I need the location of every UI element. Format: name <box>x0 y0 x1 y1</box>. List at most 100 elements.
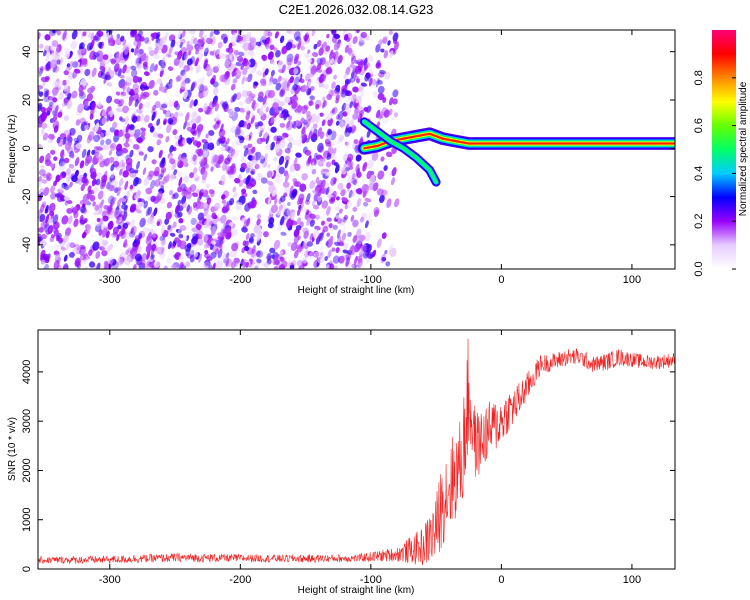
noise-blob <box>84 100 89 109</box>
spectrogram-y-tick-label: 20 <box>21 94 33 106</box>
noise-blob <box>343 33 349 41</box>
noise-blob <box>71 153 75 159</box>
noise-blob <box>330 89 338 97</box>
noise-blob <box>113 209 121 217</box>
noise-blob <box>81 231 87 239</box>
spectrogram-signal-layer <box>357 117 675 187</box>
noise-blob <box>245 134 250 141</box>
noise-blob <box>156 78 163 85</box>
noise-blob <box>137 30 143 38</box>
noise-blob <box>56 175 61 183</box>
noise-blob <box>122 82 127 92</box>
noise-blob <box>295 30 302 38</box>
noise-blob <box>138 77 143 84</box>
noise-blob <box>38 89 41 95</box>
noise-blob <box>118 98 125 107</box>
noise-blob <box>142 91 150 98</box>
noise-blob <box>90 39 95 49</box>
noise-blob <box>295 36 302 42</box>
noise-blob <box>119 197 127 203</box>
noise-blob <box>344 89 350 97</box>
noise-blob <box>324 84 330 90</box>
noise-blob <box>178 134 183 145</box>
snr-x-axis-title: Height of straight line (km) <box>298 585 415 596</box>
noise-blob <box>308 213 316 219</box>
noise-blob <box>311 199 316 207</box>
noise-blob <box>209 144 215 150</box>
noise-blob <box>169 232 176 237</box>
noise-blob <box>286 218 292 228</box>
noise-blob <box>220 123 224 133</box>
noise-blob <box>126 76 133 83</box>
noise-blob <box>142 63 148 70</box>
noise-blob <box>360 92 364 97</box>
noise-blob <box>296 105 303 113</box>
noise-blob <box>255 123 259 130</box>
noise-blob <box>357 258 363 268</box>
noise-blob <box>183 162 189 168</box>
noise-blob <box>163 89 168 94</box>
noise-blob <box>62 262 69 269</box>
noise-blob <box>203 202 208 209</box>
noise-blob <box>277 106 283 111</box>
noise-blob <box>245 175 251 186</box>
noise-blob <box>363 231 371 242</box>
noise-blob <box>40 203 45 213</box>
noise-blob <box>192 167 198 174</box>
noise-blob <box>228 148 236 158</box>
noise-blob <box>123 142 130 148</box>
noise-blob <box>140 84 144 90</box>
noise-blob <box>360 82 368 87</box>
noise-blob <box>319 246 324 256</box>
noise-blob <box>335 120 340 126</box>
noise-blob <box>59 57 63 66</box>
noise-blob <box>312 52 319 57</box>
noise-blob <box>335 247 340 254</box>
noise-blob <box>344 204 348 210</box>
noise-blob <box>115 56 121 64</box>
noise-blob <box>377 85 385 94</box>
noise-blob <box>88 130 95 141</box>
noise-blob <box>350 77 355 86</box>
noise-blob <box>125 157 133 166</box>
colorbar-tick-label: 0.4 <box>693 166 705 181</box>
noise-blob <box>63 115 69 121</box>
noise-blob <box>353 139 359 145</box>
noise-blob <box>258 131 263 138</box>
noise-blob <box>69 181 73 188</box>
noise-blob <box>244 219 249 225</box>
snr-x-tick-label: -300 <box>99 574 121 586</box>
noise-blob <box>302 257 308 264</box>
noise-blob <box>206 67 213 77</box>
noise-blob <box>286 136 294 142</box>
noise-blob <box>331 247 336 252</box>
noise-blob <box>194 40 201 51</box>
noise-blob <box>336 217 343 224</box>
noise-blob <box>203 47 209 57</box>
noise-blob <box>79 214 84 223</box>
noise-blob <box>256 172 263 181</box>
noise-blob <box>227 146 234 154</box>
noise-blob <box>135 109 143 114</box>
noise-blob <box>53 156 58 161</box>
noise-blob <box>97 190 104 200</box>
noise-blob <box>246 110 251 115</box>
noise-blob <box>246 122 252 130</box>
noise-blob <box>214 202 221 210</box>
noise-blob <box>45 61 51 70</box>
noise-blob <box>185 186 191 191</box>
noise-blob <box>111 261 119 269</box>
noise-blob <box>159 68 164 78</box>
noise-blob <box>308 99 313 107</box>
noise-blob <box>315 214 320 220</box>
noise-blob <box>38 97 41 102</box>
noise-blob <box>203 87 209 97</box>
noise-blob <box>299 78 305 84</box>
noise-blob <box>108 213 114 219</box>
noise-blob <box>363 57 368 66</box>
noise-blob <box>392 39 398 45</box>
noise-blob <box>305 158 311 167</box>
noise-blob <box>296 246 303 253</box>
noise-blob <box>350 119 354 125</box>
noise-blob <box>256 213 262 219</box>
